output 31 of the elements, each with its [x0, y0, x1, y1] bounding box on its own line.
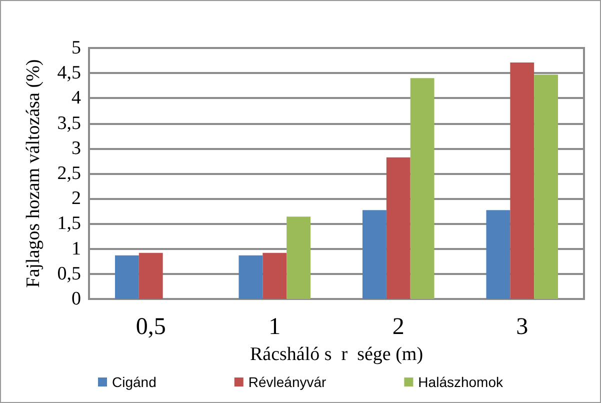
bar — [510, 62, 534, 299]
y-tick-label: 4,5 — [57, 62, 81, 84]
y-tick-label: 0,5 — [57, 263, 81, 284]
y-tick-label: 1 — [72, 238, 81, 260]
bar — [238, 255, 263, 299]
y-tick-label: 3,5 — [57, 112, 81, 134]
x-tick-label: 1 — [268, 314, 281, 340]
bar — [114, 255, 139, 299]
legend-label: Halászhomok — [418, 374, 504, 390]
y-axis-title: Fajlagos hozam változása (%) — [23, 59, 44, 288]
bar — [138, 252, 163, 299]
bar — [386, 157, 410, 299]
x-tick-label: 0,5 — [136, 314, 166, 340]
bar — [262, 252, 287, 299]
bar — [534, 74, 558, 299]
x-axis-title: Rácsháló s r sége (m) — [250, 344, 424, 365]
y-tick-label: 4 — [72, 88, 82, 109]
y-tick-label: 0 — [72, 288, 81, 310]
y-tick-label: 2,5 — [57, 163, 81, 184]
bar — [486, 210, 510, 299]
legend-label: Cigánd — [112, 374, 156, 390]
y-tick-label: 5 — [72, 38, 81, 58]
y-tick-label: 2 — [72, 188, 81, 210]
bar — [362, 210, 386, 299]
x-tick-label: 2 — [392, 314, 404, 340]
bar — [410, 78, 434, 299]
y-tick-label: 1,5 — [57, 213, 81, 234]
bar — [286, 216, 311, 299]
y-tick-label: 3 — [72, 138, 81, 159]
x-tick-label: 3 — [516, 314, 528, 340]
legend-label: Révleányvár — [248, 374, 327, 390]
